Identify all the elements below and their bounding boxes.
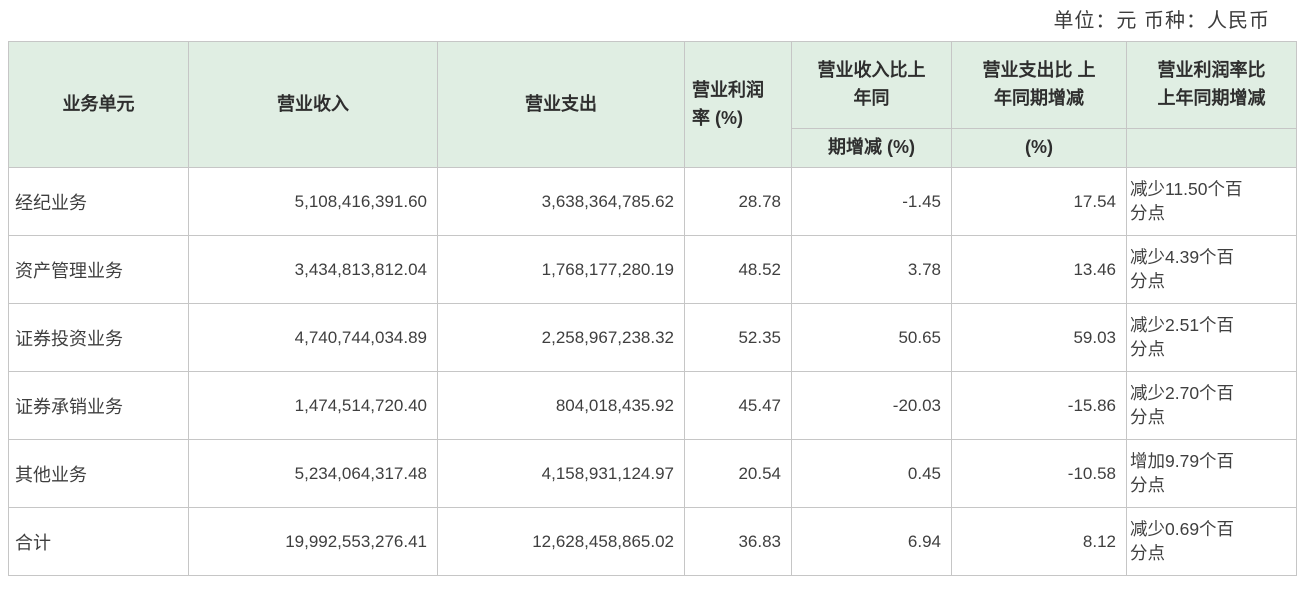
cell-expense-change: 17.54 (951, 167, 1127, 236)
header-operating-margin: 营业利润 率 (%) (684, 41, 792, 168)
cell-revenue-change: -1.45 (791, 167, 952, 236)
cell-margin-change: 减少2.51个百 分点 (1126, 303, 1297, 372)
cell-revenue: 1,474,514,720.40 (188, 371, 438, 440)
cell-margin: 52.35 (684, 303, 792, 372)
header-revenue: 营业收入 (188, 41, 438, 168)
cell-revenue: 19,992,553,276.41 (188, 507, 438, 576)
cell-margin-change: 增加9.79个百 分点 (1126, 439, 1297, 508)
cell-business-unit: 资产管理业务 (8, 235, 189, 304)
cell-expense-change: -15.86 (951, 371, 1127, 440)
cell-revenue: 5,108,416,391.60 (188, 167, 438, 236)
cell-margin: 36.83 (684, 507, 792, 576)
table-row-total: 合计 19,992,553,276.41 12,628,458,865.02 3… (8, 507, 1297, 576)
currency-unit-caption: 单位：元 币种：人民币 (1053, 10, 1270, 32)
cell-margin: 48.52 (684, 235, 792, 304)
cell-margin-change: 减少0.69个百 分点 (1126, 507, 1297, 576)
table-header: 业务单元 营业收入 营业支出 营业利润 率 (%) 营业收入比上 年同 营业支出… (8, 41, 1297, 168)
table-row: 证券投资业务 4,740,744,034.89 2,258,967,238.32… (8, 303, 1297, 372)
cell-margin-change: 减少4.39个百 分点 (1126, 235, 1297, 304)
cell-revenue: 4,740,744,034.89 (188, 303, 438, 372)
cell-expense: 4,158,931,124.97 (437, 439, 685, 508)
cell-expense: 1,768,177,280.19 (437, 235, 685, 304)
header-margin-change-top: 营业利润率比 上年同期增减 (1126, 41, 1297, 129)
cell-margin-change: 减少11.50个百 分点 (1126, 167, 1297, 236)
header-business-unit: 业务单元 (8, 41, 189, 168)
cell-revenue: 5,234,064,317.48 (188, 439, 438, 508)
cell-revenue-change: 6.94 (791, 507, 952, 576)
header-expense: 营业支出 (437, 41, 685, 168)
cell-margin: 28.78 (684, 167, 792, 236)
cell-expense-change: 8.12 (951, 507, 1127, 576)
cell-expense: 804,018,435.92 (437, 371, 685, 440)
cell-expense: 12,628,458,865.02 (437, 507, 685, 576)
cell-margin: 20.54 (684, 439, 792, 508)
segment-results-table: 业务单元 营业收入 营业支出 营业利润 率 (%) 营业收入比上 年同 营业支出… (8, 41, 1297, 576)
cell-business-unit: 合计 (8, 507, 189, 576)
cell-expense: 3,638,364,785.62 (437, 167, 685, 236)
cell-business-unit: 其他业务 (8, 439, 189, 508)
table-row: 资产管理业务 3,434,813,812.04 1,768,177,280.19… (8, 235, 1297, 304)
cell-revenue-change: 50.65 (791, 303, 952, 372)
cell-business-unit: 经纪业务 (8, 167, 189, 236)
cell-revenue: 3,434,813,812.04 (188, 235, 438, 304)
table-row: 经纪业务 5,108,416,391.60 3,638,364,785.62 2… (8, 167, 1297, 236)
header-revenue-change-bottom: 期增减 (%) (791, 128, 952, 168)
header-expense-change-top: 营业支出比 上 年同期增减 (951, 41, 1127, 129)
cell-expense: 2,258,967,238.32 (437, 303, 685, 372)
header-revenue-change-top: 营业收入比上 年同 (791, 41, 952, 129)
cell-revenue-change: -20.03 (791, 371, 952, 440)
cell-margin: 45.47 (684, 371, 792, 440)
cell-margin-change: 减少2.70个百 分点 (1126, 371, 1297, 440)
cell-revenue-change: 0.45 (791, 439, 952, 508)
table-row: 证券承销业务 1,474,514,720.40 804,018,435.92 4… (8, 371, 1297, 440)
cell-business-unit: 证券投资业务 (8, 303, 189, 372)
table-body: 经纪业务 5,108,416,391.60 3,638,364,785.62 2… (8, 167, 1297, 576)
cell-expense-change: 13.46 (951, 235, 1127, 304)
header-expense-change-bottom: (%) (951, 128, 1127, 168)
cell-business-unit: 证券承销业务 (8, 371, 189, 440)
header-margin-change-bottom (1126, 128, 1297, 168)
cell-revenue-change: 3.78 (791, 235, 952, 304)
table-row: 其他业务 5,234,064,317.48 4,158,931,124.97 2… (8, 439, 1297, 508)
cell-expense-change: -10.58 (951, 439, 1127, 508)
cell-expense-change: 59.03 (951, 303, 1127, 372)
